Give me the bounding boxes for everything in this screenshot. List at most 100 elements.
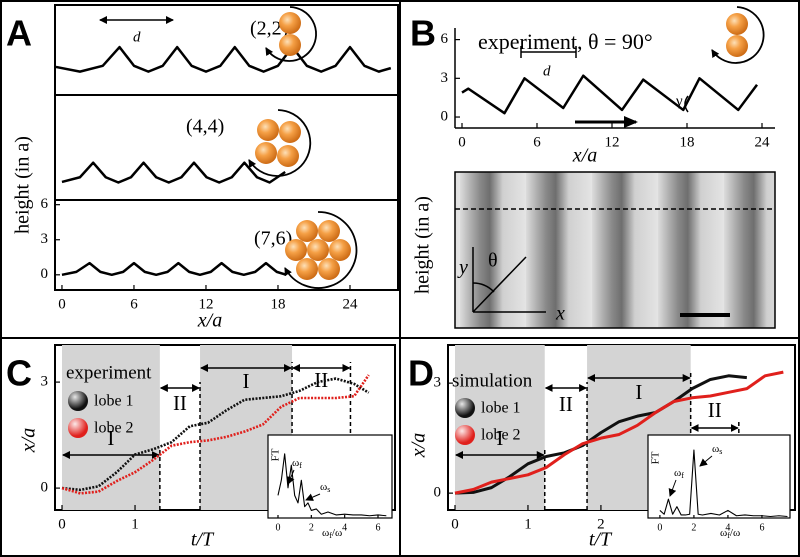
x-tick-label: 24: [342, 296, 358, 312]
x-tick-label: 6: [533, 134, 541, 150]
y-tick-label: 0: [434, 485, 442, 501]
panel-label: D: [408, 353, 434, 394]
peak-label: ωs: [320, 481, 330, 494]
legend-marker-gloss: [455, 398, 475, 418]
x-axis-label: x/a: [572, 145, 597, 167]
image-axis-label: y: [457, 257, 468, 279]
peak-label: ωs: [712, 443, 722, 456]
inset-y-label: FT: [270, 448, 282, 461]
y-axis-label: height (in a): [412, 196, 434, 294]
x-tick-label: 18: [680, 134, 695, 150]
phase-label: I: [496, 426, 503, 450]
x-tick-label: 0: [451, 516, 459, 532]
y-tick-label: 0: [41, 266, 49, 282]
legend-title: experiment: [66, 362, 152, 383]
image-axes: [472, 247, 546, 313]
inset-labels: FT ωf ωs ωf/ω: [650, 443, 741, 540]
x-label-rest: /ω: [730, 527, 740, 539]
phase-label: II: [173, 391, 187, 415]
angle-label: θ: [488, 250, 498, 272]
x-axis-label: t/T: [589, 529, 613, 551]
peak-symbol: ω: [712, 443, 719, 455]
x-tick-label: 1: [131, 516, 139, 532]
y-axis-label: height (in a): [12, 136, 34, 234]
x-tick-label: 6: [376, 522, 381, 533]
curve: [61, 374, 370, 495]
legend-label: lobe 1: [94, 393, 134, 410]
x-axis-label: t/T: [191, 529, 215, 551]
curve: [461, 74, 759, 115]
cluster-icon: [711, 6, 765, 64]
x-tick-label: 6: [130, 296, 138, 312]
image-axis-label: x: [555, 303, 565, 325]
inset-x-label: ωf/ω: [720, 527, 740, 540]
peak-arrow: [287, 469, 295, 485]
x-tick-label: 0: [276, 522, 281, 533]
peak-symbol: ω: [320, 481, 327, 493]
cluster-label: (2,2): [250, 18, 288, 40]
x-tick-label: 2: [597, 516, 605, 532]
x-axis-label: x/a: [197, 310, 222, 332]
y-tick-label: 6: [41, 196, 49, 212]
peak-sub: f: [299, 461, 302, 470]
scale-bar: [520, 46, 577, 58]
legend-label: lobe 2: [481, 427, 521, 444]
angle-arc: [684, 95, 689, 113]
x-tick-label: 2: [691, 522, 696, 533]
x-tick-label: 0: [58, 296, 66, 312]
legend-label: lobe 1: [481, 400, 521, 417]
peak-sub: s: [327, 485, 330, 494]
y-tick-label: 3: [441, 70, 449, 86]
panel-label: A: [6, 13, 32, 54]
peak-symbol: ω: [674, 467, 681, 479]
peak-symbol: ω: [292, 457, 299, 469]
y-tick-label: 3: [434, 375, 442, 391]
cluster-icon: [284, 211, 358, 289]
legend-marker-gloss: [68, 391, 88, 411]
x-tick-label: 6: [759, 522, 764, 533]
y-tick-label: 3: [41, 231, 49, 247]
legend-marker-gloss: [68, 418, 88, 438]
x-label-symbol: ω: [322, 527, 329, 539]
y-axis-label: x/a: [408, 433, 430, 458]
x-label-rest: /ω: [332, 527, 342, 539]
x-label-sub: f: [329, 531, 332, 540]
cluster-label: (7,6): [254, 228, 292, 250]
period-label: d: [543, 63, 551, 79]
x-tick-label: 2: [309, 522, 314, 533]
plot-frame: [54, 199, 399, 291]
phase-label: II: [708, 398, 722, 422]
x-tick-label: 0: [657, 522, 662, 533]
x-tick-label: 0: [58, 516, 66, 532]
inset-y-label: FT: [650, 451, 662, 464]
micrograph: [454, 171, 776, 329]
cluster-icon: [248, 109, 312, 177]
curve: [55, 45, 392, 73]
y-axis-label: x/a: [18, 428, 40, 453]
angle-label: γ: [675, 93, 683, 109]
x-tick-label: 12: [605, 134, 620, 150]
curve: [61, 161, 286, 184]
cluster-icon: [265, 6, 317, 62]
x-label-symbol: ω: [720, 527, 727, 539]
curve: [61, 261, 287, 277]
y-tick-label: 0: [41, 480, 49, 496]
legend-marker-gloss: [455, 425, 475, 445]
panel-label: B: [410, 13, 436, 54]
x-tick-label: 24: [755, 134, 771, 150]
x-tick-label: 4: [725, 522, 730, 533]
peak-arrow: [668, 479, 677, 497]
peak-sub: f: [681, 471, 684, 480]
peak-label: ωf: [292, 457, 302, 470]
phase-label: I: [107, 426, 114, 450]
x-tick-label: 1: [524, 516, 532, 532]
period-label: d: [133, 29, 141, 45]
cluster-label: (4,4): [186, 116, 224, 138]
x-label-sub: f: [727, 531, 730, 540]
plot-title: experiment, θ = 90°: [478, 29, 653, 54]
y-tick-label: 6: [441, 31, 449, 47]
x-tick-label: 18: [270, 296, 285, 312]
peak-arrow: [305, 493, 321, 501]
